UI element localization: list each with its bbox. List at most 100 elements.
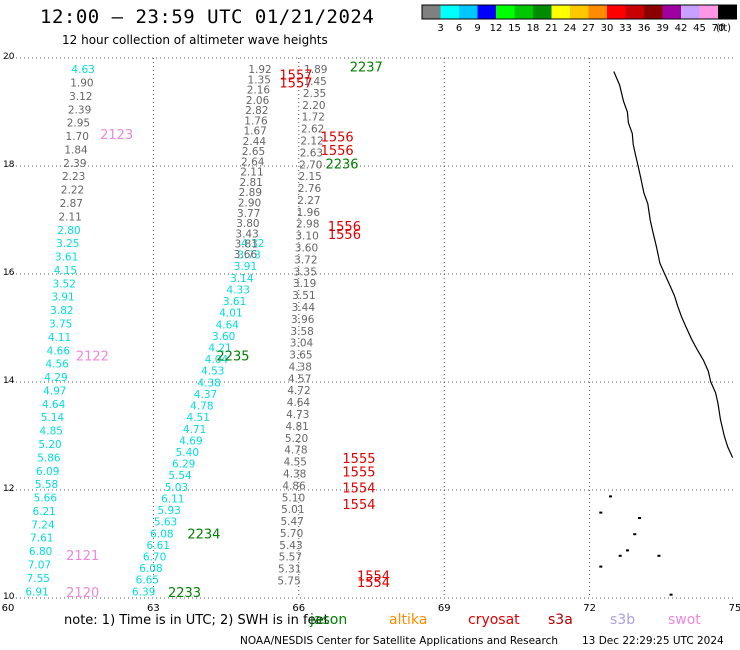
- wave-height-value: 2.27: [297, 195, 320, 207]
- lat-tick-label: 14: [3, 376, 15, 386]
- wave-height-value: 5.63: [154, 517, 177, 529]
- wave-height-value: 3.58: [290, 326, 313, 338]
- wave-height-value: 2.11: [58, 211, 81, 223]
- wave-height-value: 3.43: [235, 228, 258, 240]
- legend-frame: [421, 4, 737, 20]
- wave-height-value: 4.33: [227, 284, 250, 296]
- wave-height-value: 5.75: [277, 576, 300, 588]
- wave-height-value: 4.66: [47, 345, 71, 357]
- wave-height-value: 3.81: [235, 239, 258, 251]
- wave-height-value: 6.29: [172, 459, 195, 471]
- wave-height-value: 5.70: [280, 528, 303, 540]
- lon-tick-label: 75: [729, 603, 740, 614]
- wave-height-value: 4.86: [282, 480, 306, 492]
- legend-label: 9: [474, 23, 480, 34]
- wave-height-value: 6.39: [132, 586, 155, 598]
- coastline-path: [613, 71, 734, 458]
- wave-height-value: 3.96: [291, 314, 315, 326]
- wave-height-value: 2.20: [302, 100, 325, 112]
- wave-height-value: 3.77: [237, 208, 260, 220]
- wave-height-value: 1.70: [66, 131, 89, 143]
- wave-height-value: 5.14: [41, 412, 65, 424]
- track-id-label: 1554: [357, 576, 390, 591]
- legend-label: 36: [638, 23, 651, 34]
- legend-label: 30: [601, 23, 614, 34]
- wave-height-value: 6.11: [161, 493, 184, 505]
- wave-height-value: 2.64: [241, 156, 265, 168]
- track-id-label: 2234: [187, 528, 220, 543]
- track-id-label: 2121: [66, 549, 99, 564]
- wave-height-value: 6.09: [36, 466, 59, 478]
- legend-swatch: [533, 5, 552, 19]
- wave-height-value: 3.80: [236, 218, 259, 230]
- island-marker: [599, 511, 603, 514]
- wave-height-value: 5.54: [168, 470, 192, 482]
- wave-height-value: 7.07: [28, 560, 51, 572]
- wave-height-value: 2.44: [243, 136, 267, 148]
- legend-swatch: [459, 5, 478, 19]
- wave-height-value: 3.65: [289, 350, 312, 362]
- wave-height-value: 5.20: [38, 439, 61, 451]
- wave-height-value: 2.80: [57, 225, 80, 237]
- island-marker: [618, 554, 622, 557]
- wave-height-value: 4.81: [285, 421, 308, 433]
- wave-height-value: 3.12: [69, 91, 92, 103]
- wave-height-value: 4.64: [216, 319, 240, 331]
- wave-height-value: 6.80: [29, 546, 52, 558]
- track-id-label: 1556: [321, 131, 354, 146]
- track-id-label: 2122: [76, 349, 109, 364]
- island-marker: [638, 517, 642, 519]
- legend-swatch: [551, 5, 570, 19]
- wave-height-value: 2.06: [246, 95, 270, 107]
- wave-height-value: 4.72: [287, 385, 310, 397]
- legend-swatch: [644, 5, 663, 19]
- legend-label: 12: [490, 23, 503, 34]
- wave-height-value: 4.63: [71, 64, 94, 76]
- wave-height-value: 3.66: [234, 249, 258, 261]
- wave-height-value: 1.92: [248, 64, 271, 76]
- legend-swatch: [607, 5, 626, 19]
- legend-swatch: [496, 5, 515, 19]
- track-id-label: 1554: [357, 570, 390, 585]
- wave-height-value: 5.57: [279, 552, 302, 564]
- wave-height-value: 4.69: [179, 435, 202, 447]
- island-marker: [625, 549, 629, 552]
- wave-height-value: 3.25: [56, 238, 79, 250]
- island-marker: [657, 554, 661, 557]
- island-marker: [669, 593, 673, 596]
- satellite-label-swot: swot: [668, 612, 701, 628]
- track-id-label: 1555: [342, 452, 375, 467]
- wave-height-value: 2.63: [300, 147, 323, 159]
- legend-label: 39: [656, 23, 669, 34]
- wave-height-value: 5.58: [35, 479, 58, 491]
- track-id-label: 1554: [342, 482, 375, 497]
- wave-height-value: 5.03: [165, 482, 188, 494]
- wave-height-value: 3.82: [50, 305, 73, 317]
- wave-height-value: 4.57: [288, 373, 311, 385]
- wave-height-value: 1.45: [303, 76, 326, 88]
- wave-height-value: 4.32: [241, 238, 264, 250]
- legend-label: 33: [619, 23, 632, 34]
- wave-height-value: 4.15: [54, 265, 77, 277]
- legend-label: 6: [456, 23, 462, 34]
- satellite-label-s3b: s3b: [610, 612, 636, 628]
- altimeter-tracks: 4.631.903.122.392.951.701.842.392.232.22…: [25, 64, 327, 598]
- color-legend: 3 6 9 12 15 18 21 24 27 30 33 36 39 42 45 70(ft): [421, 4, 737, 34]
- wave-height-value: 4.29: [44, 372, 67, 384]
- wave-height-value: 4.64: [42, 399, 66, 411]
- wave-height-value: 3.51: [292, 290, 315, 302]
- satellite-label-altika: altika: [389, 612, 428, 628]
- wave-height-value: 1.35: [248, 74, 271, 86]
- legend-swatch: [570, 5, 589, 19]
- wave-height-value: 4.38: [289, 361, 312, 373]
- legend-swatch: [588, 5, 607, 19]
- wave-height-value: 5.01: [281, 504, 304, 516]
- wave-height-value: 6.70: [143, 551, 166, 563]
- lat-tick-label: 12: [3, 484, 14, 494]
- legend-swatch: [477, 5, 496, 19]
- wave-height-value: 1.89: [304, 64, 327, 76]
- wave-height-value: 4.55: [284, 457, 307, 469]
- legend-swatch: [514, 5, 533, 19]
